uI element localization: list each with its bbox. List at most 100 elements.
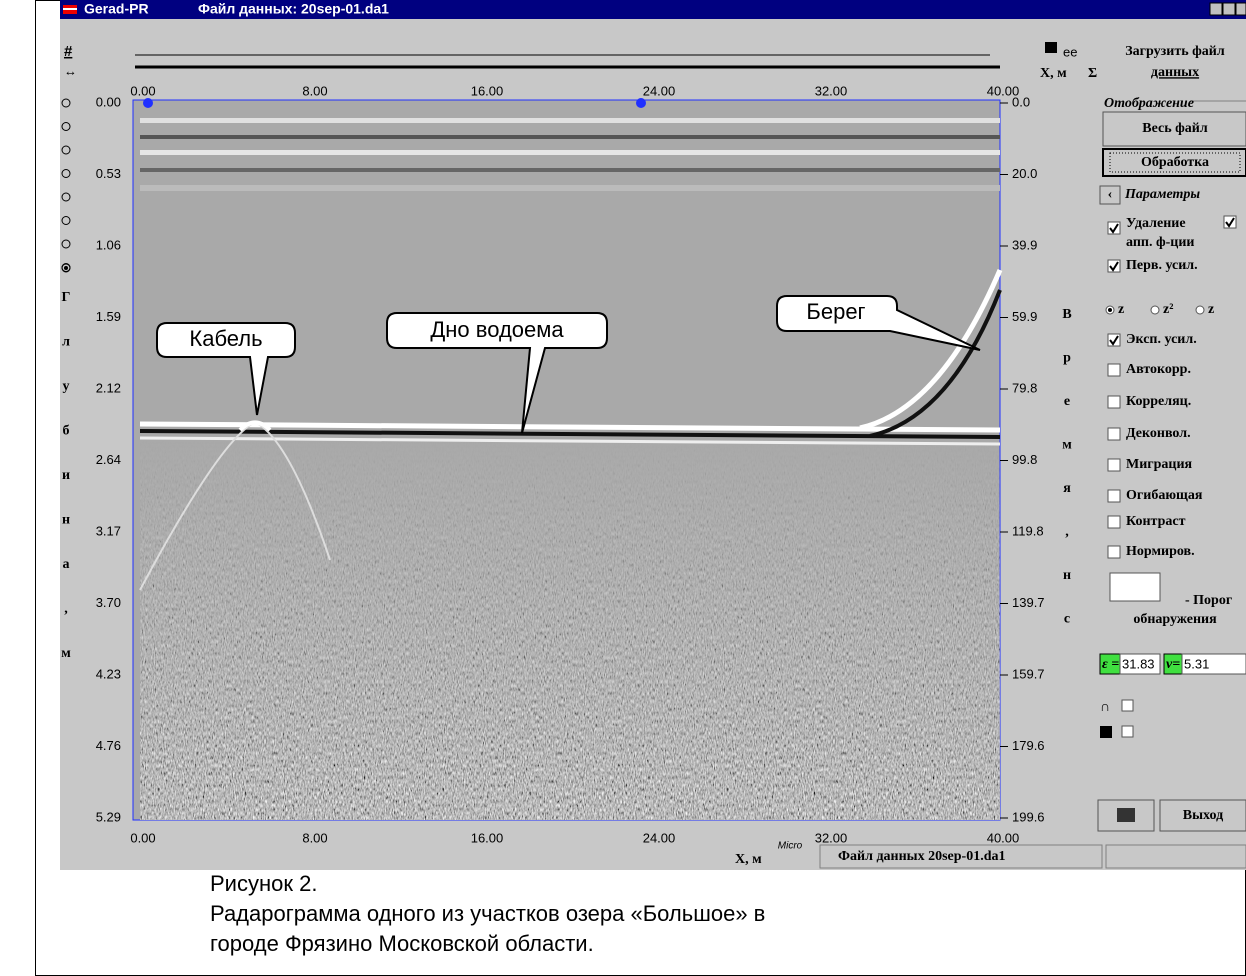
depth-axis-title: Г (62, 290, 71, 305)
threshold-label: обнаружения (1133, 612, 1217, 627)
checkbox[interactable] (1108, 490, 1120, 502)
time-tick-label: 79.8 (1012, 380, 1037, 395)
radio[interactable] (1196, 306, 1204, 314)
group-title: Параметры (1124, 187, 1200, 202)
page: {"window": {"app": "Gerad-PR", "file": "… (0, 0, 1246, 976)
time-axis-title: м (1062, 438, 1072, 453)
option-label: Нормиров. (1126, 544, 1195, 559)
checkbox[interactable] (1108, 546, 1120, 558)
x-tick-label: 8.00 (302, 83, 327, 98)
marker[interactable] (636, 98, 646, 108)
x-tick-label: 16.00 (471, 830, 504, 845)
checkbox[interactable] (1108, 364, 1120, 376)
v-value[interactable]: 5.31 (1184, 656, 1209, 671)
checkbox[interactable] (1122, 726, 1133, 737)
time-tick-label: 20.0 (1012, 166, 1037, 181)
time-tick-label: 0.0 (1012, 94, 1030, 109)
width-button[interactable]: ↔ (64, 63, 77, 78)
save-icon[interactable] (1045, 42, 1057, 53)
depth-tick-label: 4.23 (96, 666, 121, 681)
checkbox[interactable] (1108, 516, 1120, 528)
sum-button[interactable]: Σ (1088, 66, 1097, 81)
depth-axis-title: , (64, 602, 68, 617)
time-axis-title: е (1064, 394, 1070, 409)
band (140, 135, 1000, 139)
load-button[interactable]: Загрузить файл (1125, 44, 1225, 59)
app-name: Gerad-PR (84, 1, 149, 17)
load-button[interactable]: данных (1151, 65, 1199, 80)
x-tick-label: 0.00 (130, 830, 155, 845)
band (140, 150, 1000, 155)
gain-mode: z (1118, 302, 1124, 317)
status-file: Файл данных 20sep-01.da1 (838, 849, 1006, 864)
time-axis-title: н (1063, 568, 1071, 583)
time-tick-label: 179.6 (1012, 738, 1045, 753)
x-tick-label: 40.00 (987, 830, 1020, 845)
group-title: Отображение (1104, 96, 1194, 111)
time-axis-title: с (1064, 612, 1070, 627)
option-label: Деконвол. (1126, 426, 1191, 441)
depth-axis-title: н (62, 513, 70, 528)
time-tick-label: 119.8 (1012, 523, 1044, 538)
app-icon (63, 8, 77, 10)
scale-icon[interactable]: ee (1063, 44, 1077, 59)
radio-dot (64, 266, 68, 270)
band (140, 168, 1000, 172)
x-tick-label: 32.00 (815, 830, 848, 845)
button-label[interactable]: ‹ (1108, 187, 1113, 202)
save-icon (1100, 726, 1112, 738)
depth-tick-label: 3.70 (96, 595, 121, 610)
x-unit: X, м (1040, 66, 1067, 81)
hash-button[interactable]: # (64, 43, 73, 60)
x-axis-title: X, м (735, 852, 762, 867)
time-axis-title: , (1065, 525, 1069, 540)
minimize[interactable] (1210, 3, 1222, 15)
status-bar: Файл данных 20sep-01.da1 (820, 845, 1246, 868)
checkbox[interactable] (1108, 428, 1120, 440)
depth-tick-label: 5.29 (96, 809, 121, 824)
button-label[interactable]: Обработка (1141, 155, 1209, 170)
restore[interactable] (1223, 3, 1235, 15)
time-tick-label: 139.7 (1012, 595, 1045, 610)
depth-axis-title: у (63, 379, 70, 394)
logo: Micro (778, 841, 803, 852)
time-tick-label: 199.6 (1012, 809, 1045, 824)
callout-label: Дно водоема (430, 317, 564, 342)
radio[interactable] (1151, 306, 1159, 314)
marker[interactable] (143, 98, 153, 108)
button-label[interactable]: Весь файл (1142, 121, 1208, 136)
eps-label: ε = (1102, 657, 1119, 672)
threshold-input[interactable] (1110, 573, 1160, 601)
checkbox[interactable] (1108, 459, 1120, 471)
window-controls (1210, 3, 1246, 15)
exit-label[interactable]: Выход (1183, 808, 1223, 823)
depth-tick-label: 3.17 (96, 523, 121, 538)
depth-tick-label: 1.59 (96, 309, 121, 324)
band (140, 185, 1000, 191)
print-icon (1117, 808, 1135, 822)
screenshot: Gerad-PR Файл данных: 20sep-01.da1 # ↔ e… (0, 0, 1246, 976)
curve-icon: ∩ (1100, 700, 1110, 715)
checkbox[interactable] (1108, 396, 1120, 408)
radargram (133, 98, 1000, 820)
depth-axis-title: м (61, 646, 71, 661)
depth-axis-title: б (63, 424, 70, 439)
x-tick-label: 8.00 (302, 830, 327, 845)
checkbox[interactable] (1122, 700, 1133, 711)
caption: Радарограмма одного из участков озера «Б… (210, 901, 765, 926)
x-tick-label: 24.00 (643, 83, 676, 98)
v-label: v= (1166, 657, 1180, 672)
x-tick-label: 24.00 (643, 830, 676, 845)
option-label: Эксп. усил. (1126, 332, 1197, 347)
eps-value[interactable]: 31.83 (1122, 656, 1155, 671)
noise-region (140, 440, 1000, 820)
depth-tick-label: 2.64 (96, 452, 121, 467)
radio-dot (1108, 308, 1112, 312)
close[interactable] (1236, 3, 1246, 15)
depth-axis-title: а (63, 557, 70, 572)
status-field (1106, 845, 1246, 868)
depth-axis-title: и (62, 468, 70, 483)
option-label: Перв. усил. (1126, 258, 1198, 273)
time-axis-title: р (1063, 351, 1071, 366)
option-label: Автокорр. (1126, 362, 1191, 377)
